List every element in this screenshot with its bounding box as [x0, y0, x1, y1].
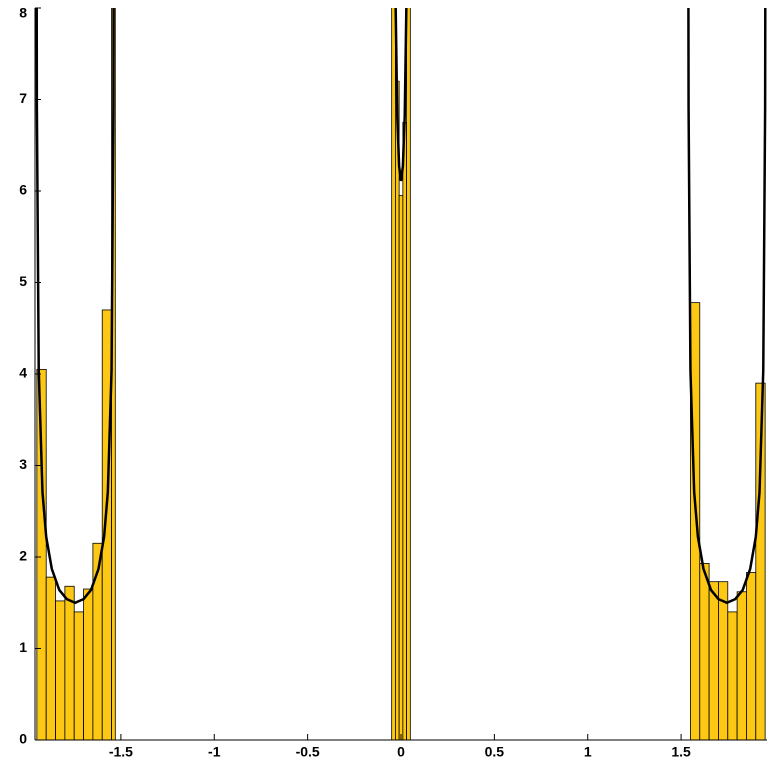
bar [690, 302, 701, 740]
bar [708, 581, 719, 740]
bar [402, 121, 408, 740]
bar [36, 369, 47, 740]
x-tick-label: 1.5 [671, 744, 691, 760]
bar [406, 8, 411, 740]
bar [55, 600, 66, 740]
y-tick-label: 0 [19, 731, 27, 747]
y-tick-label: 8 [19, 5, 27, 21]
bar [101, 309, 112, 740]
x-tick-label: 0.5 [485, 744, 505, 760]
bar [45, 576, 56, 740]
y-tick-label: 1 [19, 639, 27, 655]
y-tick-label: 3 [19, 456, 27, 472]
x-tick-label: -1 [208, 744, 221, 760]
bar [394, 80, 400, 740]
bar [727, 611, 738, 740]
bar [736, 591, 747, 740]
bar [699, 563, 710, 740]
y-tick-label: 2 [19, 548, 27, 564]
bar [398, 195, 404, 740]
bar [64, 585, 75, 740]
x-tick-label: -1.5 [109, 744, 133, 760]
x-tick-label: 1 [584, 744, 592, 760]
bar [83, 588, 94, 740]
bar [391, 8, 396, 740]
y-tick-label: 7 [19, 90, 27, 106]
density-curve [35, 8, 767, 605]
plot-area [35, 8, 767, 740]
y-tick-label: 5 [19, 273, 27, 289]
bar [73, 611, 84, 740]
bar [746, 572, 757, 740]
bar [755, 382, 766, 740]
x-tick-label: -0.5 [296, 744, 320, 760]
y-tick-label: 6 [19, 182, 27, 198]
y-tick-label: 4 [19, 365, 27, 381]
bar [718, 581, 729, 740]
x-tick-label: 0 [397, 744, 405, 760]
